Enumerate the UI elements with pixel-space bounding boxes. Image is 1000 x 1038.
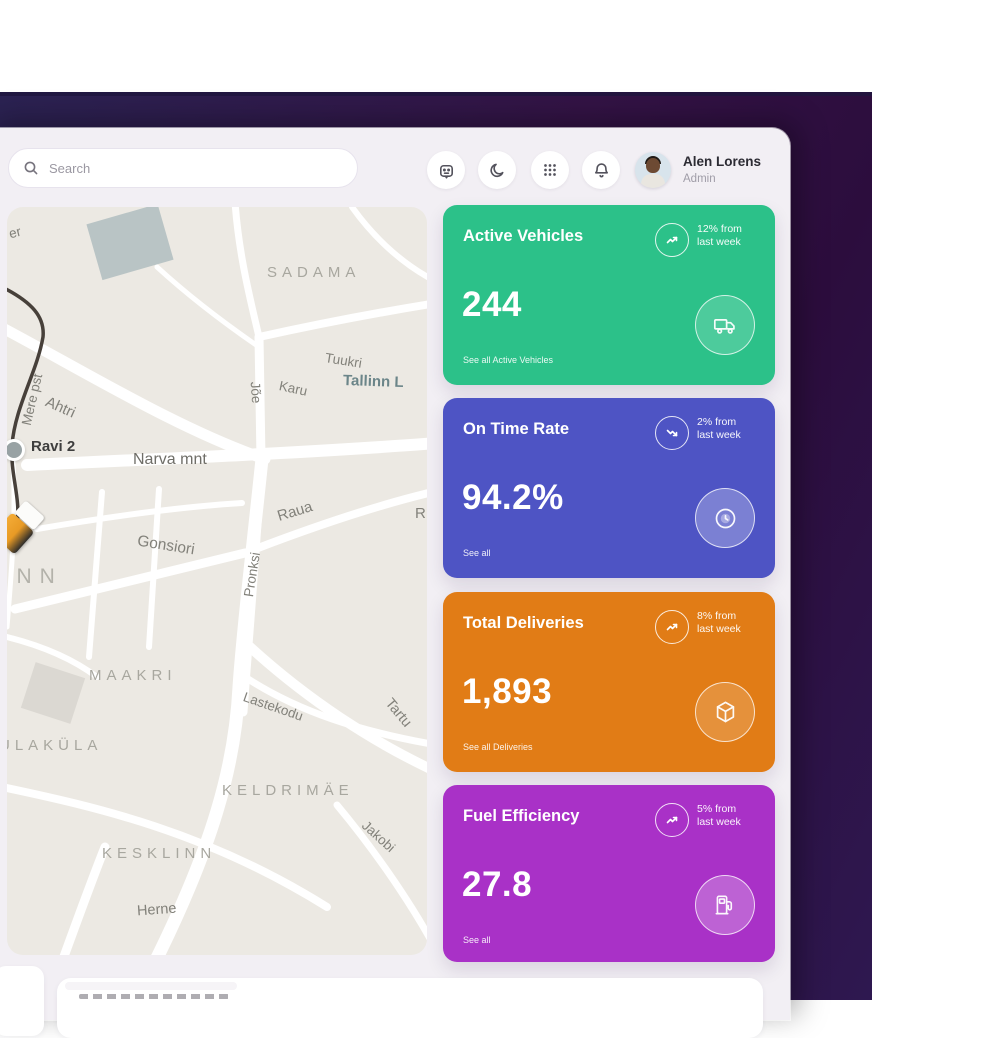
user-name: Alen Lorens (683, 154, 762, 169)
dashboard-window: Alen Lorens Admin (0, 128, 790, 1038)
trend-up-icon (655, 803, 689, 837)
district-label: ULAKÜLA (7, 737, 103, 754)
trend-text: 2% from last week (697, 416, 741, 441)
card-value: 94.2% (462, 478, 564, 517)
card-value: 1,893 (462, 672, 553, 711)
grid-icon[interactable] (531, 151, 569, 189)
truncated-text (79, 994, 229, 999)
truck-icon (695, 295, 755, 355)
search-bar[interactable] (8, 148, 358, 188)
route-line (7, 287, 45, 527)
card-title: On Time Rate (463, 420, 570, 438)
trend-text: 5% from last week (697, 803, 741, 828)
district-label: KESKLINN (102, 845, 217, 862)
map-panel[interactable]: SADAMA MAAKRI ULAKÜLA KELDRIMÄE KESKLINN… (7, 207, 427, 955)
street-label: Herne (136, 900, 178, 920)
card-title: Total Deliveries (463, 614, 584, 632)
district-label: MAAKRI (89, 667, 177, 684)
city-label: TALLINN (7, 565, 63, 588)
see-all-link[interactable]: See all Active Vehicles (463, 355, 554, 365)
bell-icon[interactable] (582, 151, 620, 189)
user-role: Admin (683, 173, 716, 185)
district-label: KELDRIMÄE (222, 782, 354, 799)
avatar[interactable] (635, 152, 671, 188)
card-fuel-efficiency[interactable]: Fuel Efficiency 5% from last week 27.8 Se… (443, 785, 775, 962)
poi-label: Tallinn L (342, 371, 404, 392)
district-label: SADAMA (267, 264, 361, 281)
bottom-side-panel (0, 966, 44, 1036)
search-input[interactable] (47, 159, 343, 177)
card-title: Fuel Efficiency (463, 807, 580, 825)
street-label: R (415, 505, 426, 522)
trend-down-icon (655, 416, 689, 450)
panel-highlight (65, 982, 237, 990)
bottom-panel (57, 978, 763, 1038)
moon-icon[interactable] (478, 151, 516, 189)
bot-icon[interactable] (427, 151, 465, 189)
card-value: 27.8 (462, 865, 533, 904)
street-label: Narva mnt (133, 451, 207, 468)
trend-up-icon (655, 610, 689, 644)
card-value: 244 (462, 285, 522, 324)
package-icon (695, 682, 755, 742)
stop-label: Ravi 2 (31, 438, 76, 455)
card-active-vehicles[interactable]: Active Vehicles 12% from last week 244 Se… (443, 205, 775, 385)
street-label: Jõe (247, 381, 265, 404)
stop-marker[interactable] (7, 439, 25, 461)
fuel-pump-icon (695, 875, 755, 935)
card-total-deliveries[interactable]: Total Deliveries 8% from last week 1,893 … (443, 592, 775, 772)
card-title: Active Vehicles (463, 227, 584, 245)
see-all-link[interactable]: See all (463, 935, 491, 945)
clock-icon (695, 488, 755, 548)
trend-text: 8% from last week (697, 610, 741, 635)
see-all-link[interactable]: See all Deliveries (463, 742, 533, 752)
card-on-time-rate[interactable]: On Time Rate 2% from last week 94.2% See … (443, 398, 775, 578)
search-icon (24, 161, 38, 175)
see-all-link[interactable]: See all (463, 548, 491, 558)
trend-up-icon (655, 223, 689, 257)
trend-text: 12% from last week (697, 223, 742, 248)
map-roads (7, 207, 427, 955)
